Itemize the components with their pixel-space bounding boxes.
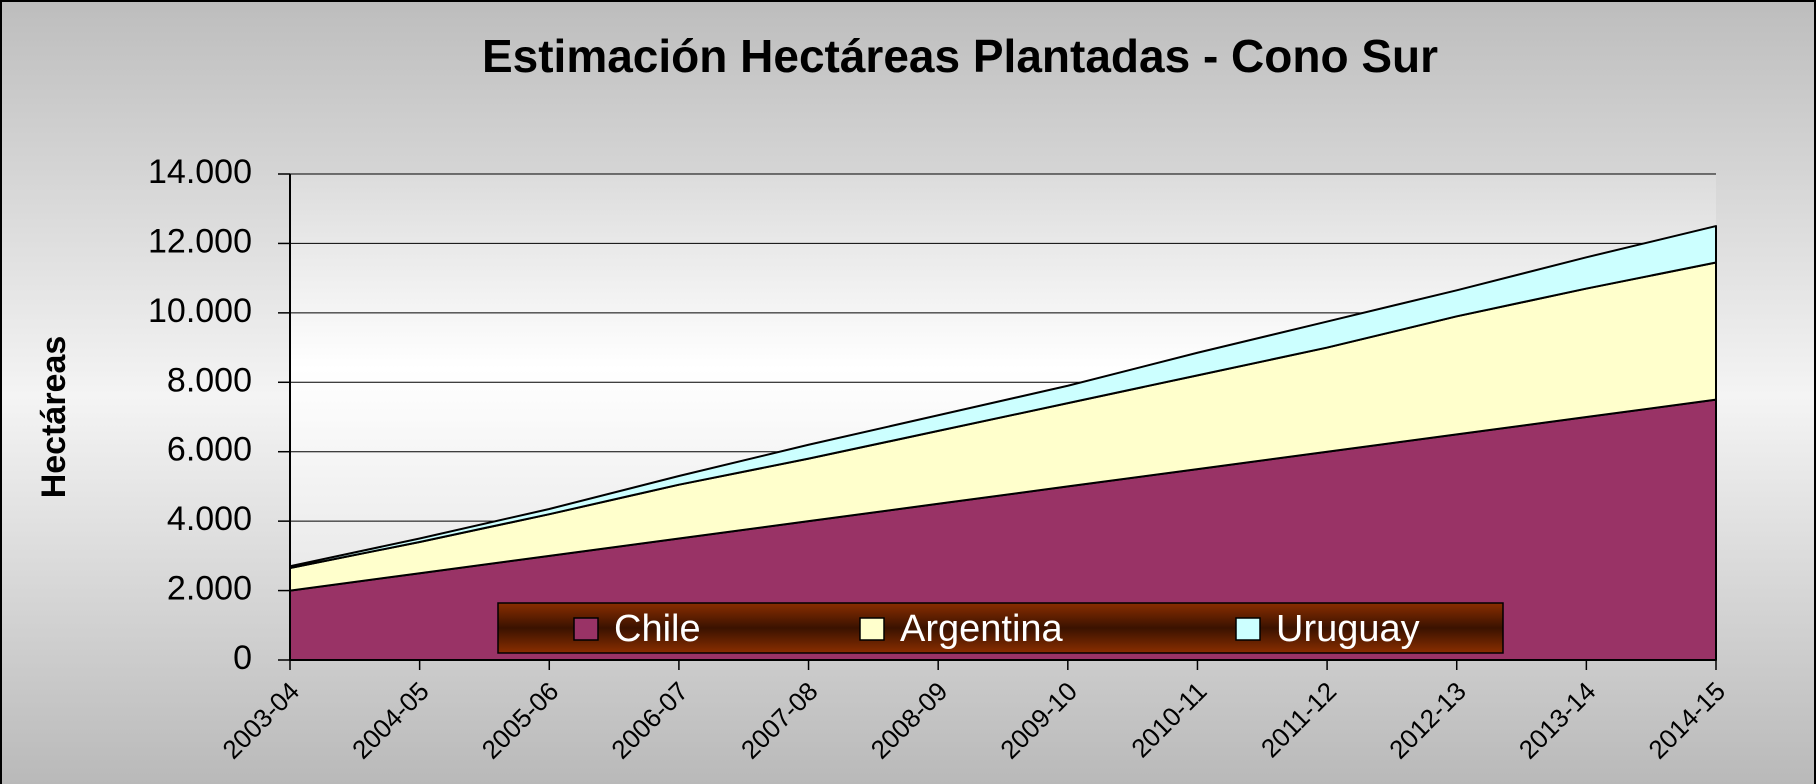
y-tick-label: 4.000	[167, 500, 252, 538]
legend-box	[497, 602, 1504, 654]
legend-label: Chile	[614, 608, 701, 650]
y-tick-label: 0	[233, 639, 252, 677]
legend-label: Uruguay	[1276, 608, 1420, 650]
y-tick-label: 6.000	[167, 431, 252, 469]
y-tick-label: 12.000	[148, 222, 252, 260]
y-tick-label: 8.000	[167, 361, 252, 399]
y-axis-label: Hectáreas	[35, 336, 73, 499]
y-tick-label: 10.000	[148, 292, 252, 330]
legend-swatch	[1235, 617, 1261, 641]
legend-swatch	[859, 617, 885, 641]
legend-label: Argentina	[900, 608, 1064, 650]
y-tick-label: 2.000	[167, 570, 252, 608]
chart-title: Estimación Hectáreas Plantadas - Cono Su…	[482, 30, 1438, 82]
area	[289, 225, 1717, 570]
legend: Chile Argentina Uruguay	[497, 602, 1504, 654]
legend-swatch	[573, 617, 599, 641]
y-tick-label: 14.000	[148, 153, 252, 191]
